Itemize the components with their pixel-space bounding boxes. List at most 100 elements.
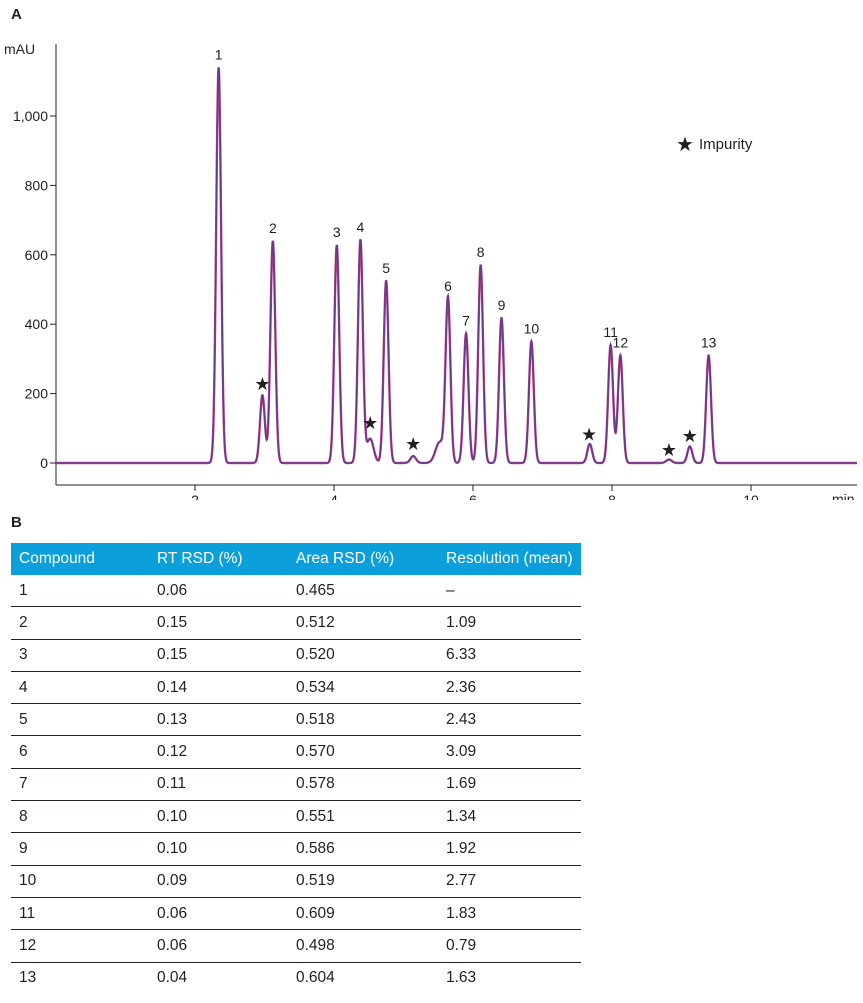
header-compound: Compound	[11, 543, 149, 575]
table-cell: 0.15	[149, 639, 288, 672]
table-cell: 1.83	[438, 897, 581, 931]
y-tick-label: 800	[25, 177, 49, 193]
table-cell: 5	[11, 703, 149, 737]
table-cell: 1.92	[438, 832, 581, 866]
peak-label: 6	[444, 278, 452, 294]
table-cell: 2.77	[438, 865, 581, 898]
table-row: 4 0.14 0.534 2.36	[11, 671, 581, 705]
table-cell: 1.34	[438, 800, 581, 834]
table-cell: 0.609	[288, 897, 438, 931]
impurity-star-icon: ★	[661, 440, 677, 460]
table-cell: 0.10	[149, 832, 288, 866]
table-cell: 0.09	[149, 865, 288, 898]
impurity-star-icon: ★	[254, 374, 270, 394]
panel-a-label: A	[11, 6, 22, 23]
table-cell: 0.12	[149, 735, 288, 769]
table-row: 9 0.10 0.586 1.92	[11, 832, 581, 866]
table-cell: 2.43	[438, 703, 581, 737]
table-cell: 0.570	[288, 735, 438, 769]
table-cell: 3.09	[438, 735, 581, 769]
table-cell: 0.10	[149, 800, 288, 834]
table-cell: 0.06	[149, 929, 288, 963]
table-cell: 6.33	[438, 639, 581, 672]
table-cell: 0.520	[288, 639, 438, 672]
impurity-star-icon: ★	[362, 413, 378, 433]
table-cell: 1	[11, 575, 149, 608]
table-cell: 0.498	[288, 929, 438, 963]
table-cell: 1.69	[438, 768, 581, 802]
table-cell: 11	[11, 897, 149, 931]
chart-axes	[55, 44, 857, 486]
table-row: 3 0.15 0.520 6.33	[11, 639, 581, 672]
peak-label: 13	[701, 334, 717, 350]
impurity-star-icon: ★	[405, 434, 421, 454]
table-row: 12 0.06 0.498 0.79	[11, 929, 581, 963]
x-axis-label: min	[832, 491, 855, 500]
table-cell: 2.36	[438, 671, 581, 705]
table-cell: 10	[11, 865, 149, 898]
table-row: 2 0.15 0.512 1.09	[11, 606, 581, 640]
table-cell: 2	[11, 606, 149, 640]
table-cell: 0.06	[149, 897, 288, 931]
header-rt-rsd: RT RSD (%)	[149, 543, 288, 575]
impurity-markers: ★★★ ★★★	[254, 374, 698, 460]
peak-label: 11	[603, 324, 618, 340]
table-cell: 0.79	[438, 929, 581, 963]
legend-star-icon: ★	[676, 134, 694, 156]
table-cell: 0.551	[288, 800, 438, 834]
x-tick-label: 6	[469, 492, 477, 500]
results-table: Compound RT RSD (%) Area RSD (%) Resolut…	[11, 543, 581, 994]
table-cell: 0.465	[288, 575, 438, 608]
y-tick-label: 400	[25, 316, 49, 332]
table-row: 1 0.06 0.465–	[11, 575, 581, 608]
y-tick-label: 600	[25, 247, 49, 263]
table-cell: 13	[19, 969, 37, 987]
peak-label: 10	[524, 321, 540, 337]
table-cell: 12	[11, 929, 149, 963]
table-cell: 0.14	[149, 671, 288, 705]
peak-label: 12	[613, 334, 629, 350]
legend-label: Impurity	[699, 136, 753, 153]
table-cell: 1.63	[446, 969, 477, 987]
table-cell: 3	[11, 639, 149, 672]
x-tick-label: 4	[330, 492, 338, 500]
table-cell: 0.578	[288, 768, 438, 802]
table-cell: 0.11	[149, 768, 288, 802]
chromatogram-trace	[56, 67, 857, 464]
table-cell: 1.09	[438, 606, 581, 640]
chart-legend: ★ Impurity	[676, 134, 753, 156]
table-row: 6 0.12 0.570 3.09	[11, 735, 581, 769]
table-body: 1 0.06 0.465–2 0.15 0.512 1.09 3 0.15 0.520 6.33 4…	[11, 575, 581, 994]
x-tick-label: 2	[191, 492, 199, 500]
table-row: 13 0.04 0.604 1.63	[11, 962, 581, 994]
table-cell: 6	[11, 735, 149, 769]
chart-ticks: 0 200 400 600 800 1,000 2 4 6 8 10 mAU min	[4, 41, 855, 500]
table-cell: 0.519	[288, 865, 438, 898]
table-cell: 8	[11, 800, 149, 834]
peak-label: 8	[477, 244, 485, 260]
header-area-rsd: Area RSD (%)	[288, 543, 438, 575]
peak-label: 4	[357, 219, 365, 235]
chromatogram-trace-shadow	[56, 67, 857, 465]
table-cell: 7	[11, 768, 149, 802]
table-row: 5 0.13 0.518 2.43	[11, 703, 581, 737]
y-tick-label: 200	[25, 386, 49, 402]
peak-label: 7	[462, 313, 470, 329]
table-cell: 0.13	[149, 703, 288, 737]
x-tick-label: 8	[608, 492, 616, 500]
results-table-wrapper: Compound RT RSD (%) Area RSD (%) Resolut…	[11, 543, 581, 994]
peak-label: 2	[269, 220, 277, 236]
y-tick-label: 1,000	[13, 108, 48, 124]
table-row: 11 0.06 0.609 1.83	[11, 897, 581, 931]
peak-label: 1	[215, 46, 223, 62]
x-tick-label: 10	[743, 492, 759, 500]
table-header-row: Compound RT RSD (%) Area RSD (%) Resolut…	[11, 543, 581, 575]
table-cell: 0.534	[288, 671, 438, 705]
table-cell: 0.04	[157, 969, 188, 987]
table-cell: 9	[11, 832, 149, 866]
impurity-star-icon: ★	[682, 426, 698, 446]
table-cell: 4	[11, 671, 149, 705]
table-cell: 0.06	[149, 575, 288, 608]
panel-b-label: B	[11, 514, 22, 531]
